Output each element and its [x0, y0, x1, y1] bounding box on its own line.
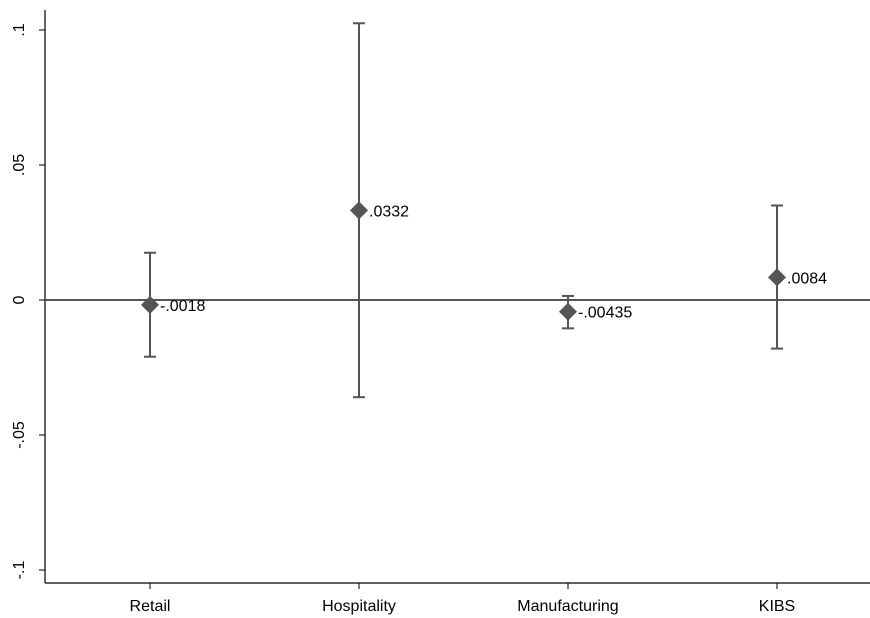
- estimate-marker: [141, 295, 159, 314]
- data-label: -.0018: [160, 298, 205, 315]
- x-tick-label: Manufacturing: [517, 598, 618, 615]
- x-tick-label: KIBS: [759, 598, 795, 615]
- y-tick-label: -.1: [11, 561, 28, 580]
- estimate-point-group: -.0018: [141, 251, 205, 358]
- y-tick-label: .05: [11, 154, 28, 176]
- data-label: -.00435: [578, 305, 632, 322]
- x-tick-label: Hospitality: [322, 598, 396, 615]
- estimate-point-group: -.00435: [559, 294, 632, 330]
- estimate-marker: [559, 302, 577, 321]
- data-label: .0332: [369, 203, 409, 220]
- y-tick-label: -.05: [11, 421, 28, 449]
- estimate-marker: [350, 201, 368, 220]
- x-ticks: Retail Hospitality Manufacturing KIBS: [130, 583, 795, 615]
- y-tick-label: .1: [11, 23, 28, 36]
- estimate-marker: [768, 268, 786, 287]
- estimate-point-group: .0332: [350, 22, 409, 399]
- estimate-point-group: .0084: [768, 204, 827, 350]
- y-tick-label: 0: [11, 295, 28, 304]
- data-label: .0084: [787, 270, 827, 287]
- series: -.0018 .0332 -.00435 .0084: [141, 22, 827, 399]
- axes: [44, 10, 870, 584]
- y-ticks: .1 .05 0 -.05 -.1: [11, 23, 45, 579]
- x-tick-label: Retail: [130, 598, 171, 615]
